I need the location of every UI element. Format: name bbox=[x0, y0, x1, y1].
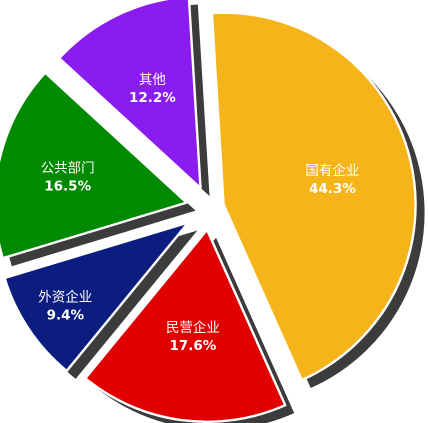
slice-other bbox=[57, 0, 202, 190]
slice-label-private: 民营企业 bbox=[166, 319, 220, 336]
slice-value-other: 12.2% bbox=[129, 90, 176, 106]
slice-label-foreign: 外资企业 bbox=[38, 289, 92, 306]
slice-label-public-sector: 公共部门 bbox=[41, 161, 95, 177]
slice-value-private: 17.6% bbox=[169, 338, 216, 354]
slice-label-other: 其他 bbox=[139, 72, 166, 88]
slice-label-state-owned: 国有企业 bbox=[305, 162, 359, 179]
slice-private bbox=[84, 228, 287, 423]
slice-value-state-owned: 44.3% bbox=[309, 181, 356, 197]
slice-labels: 国有企业 44.3% 民营企业 17.6% 外资企业 9.4% 公共部门 16.5% 其他 12.… bbox=[38, 72, 359, 354]
slice-value-foreign: 9.4% bbox=[47, 308, 85, 324]
slice-public-sector bbox=[0, 71, 188, 260]
slice-value-public-sector: 16.5% bbox=[44, 179, 91, 195]
slice-foreign bbox=[3, 221, 190, 373]
slice-state-owned bbox=[210, 11, 417, 382]
pie-slices bbox=[0, 0, 417, 423]
